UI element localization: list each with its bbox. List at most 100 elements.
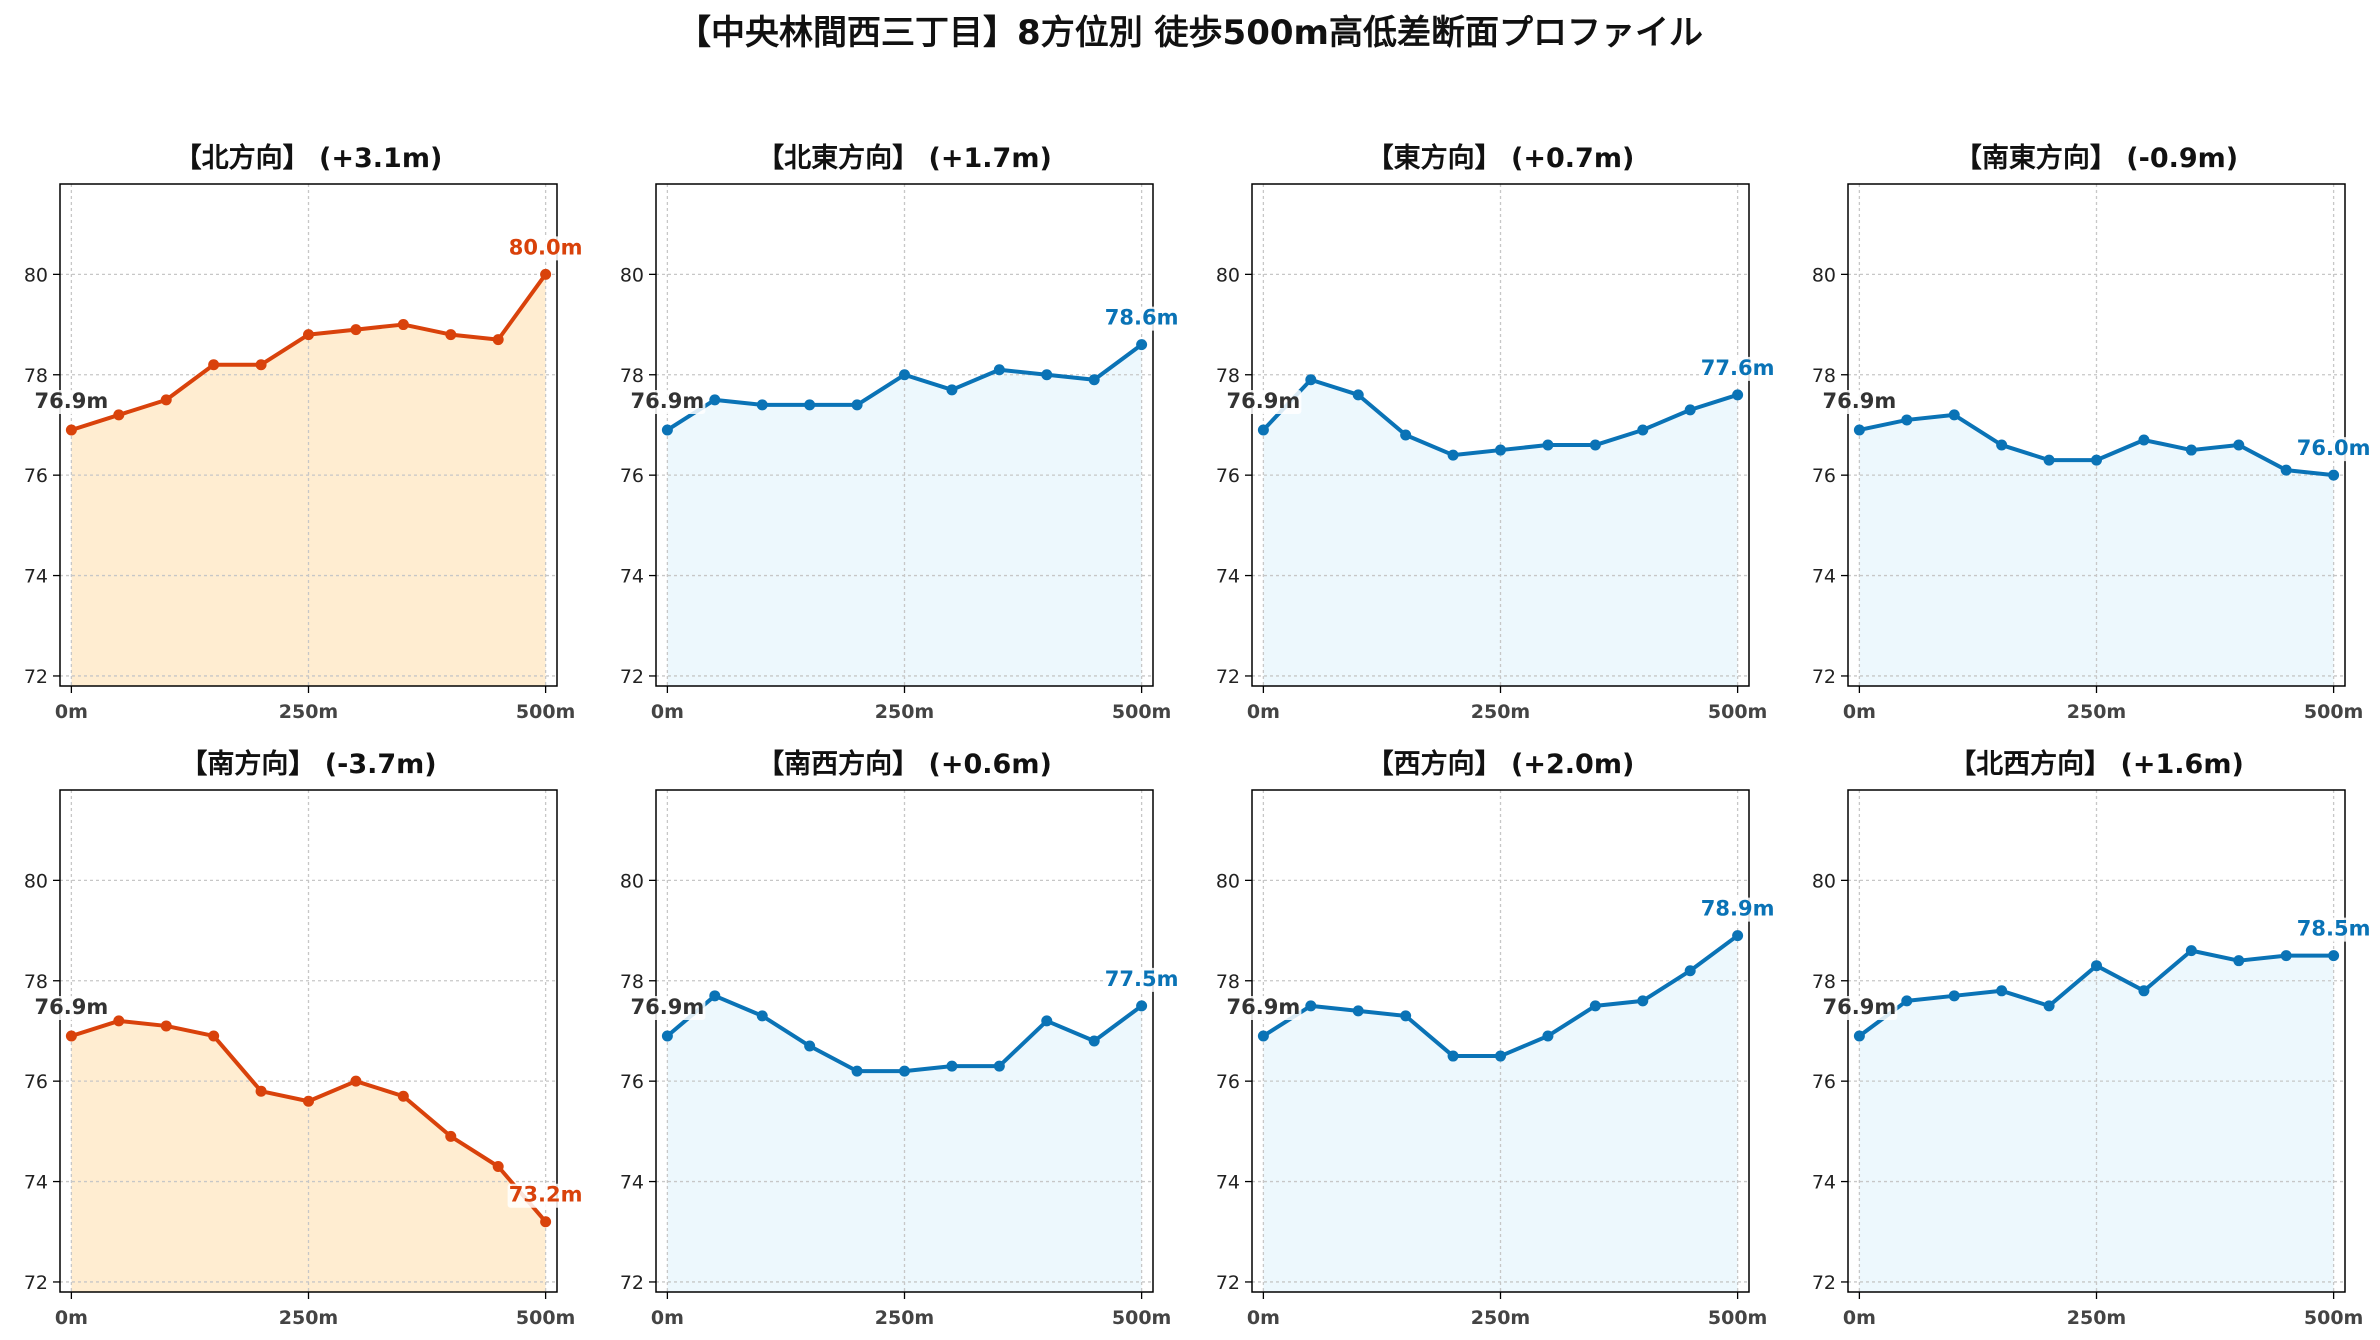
data-point (1901, 995, 1913, 1007)
data-point (2043, 454, 2055, 466)
x-tick-label: 250m (279, 1307, 338, 1329)
data-point (492, 334, 504, 346)
x-tick-label: 250m (279, 701, 338, 723)
chart-panel-3: 72 74 76 78 80 0m 250m 500m 【東方向】 (+0.7m) 76.9m 77… (1216, 142, 1776, 723)
y-tick-label: 78 (1812, 365, 1836, 387)
data-point (1996, 985, 2008, 997)
y-tick-label: 76 (24, 465, 48, 487)
data-point (1684, 965, 1696, 977)
x-tick-label: 250m (875, 1307, 934, 1329)
y-tick-label: 78 (620, 971, 644, 993)
x-tick-label: 500m (2304, 1307, 2363, 1329)
data-point (756, 1010, 768, 1022)
data-point (303, 1095, 314, 1107)
chart-panel-5: 72 74 76 78 80 0m 250m 500m 【南方向】 (-3.7m) 76.9m 73… (24, 748, 584, 1329)
y-tick-label: 72 (1216, 1272, 1240, 1294)
y-tick-label: 74 (1216, 566, 1240, 588)
end-elevation-label: 76.0m (2297, 436, 2371, 460)
x-tick-label: 250m (1471, 1307, 1530, 1329)
x-tick-label: 250m (2067, 701, 2126, 723)
y-tick-label: 74 (620, 1172, 644, 1194)
y-tick-label: 80 (620, 870, 644, 892)
y-tick-label: 76 (1216, 465, 1240, 487)
data-point (661, 424, 673, 436)
data-point (65, 424, 77, 436)
data-point (1684, 404, 1696, 416)
y-tick-label: 72 (1812, 1272, 1836, 1294)
data-point (303, 329, 314, 341)
y-tick-label: 74 (620, 566, 644, 588)
data-point (2138, 985, 2150, 997)
figure-title: 【中央林間西三丁目】8方位別 徒歩500m高低差断面プロファイル (677, 13, 1703, 53)
panel-title: 【南西方向】 (+0.6m) (757, 748, 1052, 780)
y-tick-label: 74 (24, 1172, 48, 1194)
data-point (1542, 439, 1554, 451)
y-tick-label: 78 (24, 365, 48, 387)
data-point (993, 1060, 1005, 1072)
end-elevation-label: 77.6m (1701, 356, 1775, 380)
start-label-bg (1821, 389, 1898, 414)
data-point (113, 409, 125, 421)
data-point (1732, 389, 1744, 401)
panel-title: 【北東方向】 (+1.7m) (757, 142, 1052, 174)
data-point (1495, 444, 1506, 456)
end-elevation-label: 78.6m (1105, 306, 1179, 330)
y-tick-label: 72 (620, 1272, 644, 1294)
data-point (492, 1161, 504, 1172)
data-point (1447, 449, 1459, 461)
start-label-bg (1225, 389, 1302, 414)
end-label-bg (1103, 967, 1180, 992)
start-elevation-label: 76.9m (1823, 389, 1897, 413)
chart-panel-2: 72 74 76 78 80 0m 250m 500m 【北東方向】 (+1.7m) 76.9m 7… (620, 142, 1180, 723)
y-tick-label: 78 (1216, 365, 1240, 387)
x-tick-label: 500m (516, 701, 575, 723)
end-label-bg (1103, 306, 1180, 331)
x-tick-label: 0m (55, 701, 88, 723)
panel-title: 【南方向】 (-3.7m) (180, 748, 436, 780)
x-tick-label: 250m (875, 701, 934, 723)
x-tick-label: 0m (651, 701, 684, 723)
profile-area (1263, 935, 1738, 1292)
chart-panel-6: 72 74 76 78 80 0m 250m 500m 【南西方向】 (+0.6m) 76.9m 7… (620, 748, 1180, 1329)
data-point (208, 359, 220, 371)
data-point (946, 384, 958, 396)
end-label-bg (1699, 356, 1776, 381)
start-label-bg (629, 995, 706, 1020)
data-point (1948, 990, 1960, 1002)
data-point (2233, 955, 2245, 967)
start-label-bg (1821, 995, 1898, 1020)
x-tick-label: 500m (1708, 701, 1767, 723)
start-elevation-label: 76.9m (1227, 389, 1301, 413)
data-point (1589, 439, 1601, 451)
data-point (350, 324, 362, 336)
data-point (160, 394, 172, 406)
data-point (1352, 389, 1364, 401)
panel-title: 【南東方向】 (-0.9m) (1955, 142, 2238, 174)
start-elevation-label: 76.9m (1823, 995, 1897, 1019)
y-tick-label: 72 (1812, 666, 1836, 688)
y-tick-label: 72 (1216, 666, 1240, 688)
end-elevation-label: 78.9m (1701, 897, 1775, 921)
data-point (397, 319, 409, 331)
data-point (851, 1065, 863, 1077)
data-point (160, 1020, 172, 1032)
data-point (2280, 950, 2292, 962)
data-point (1088, 374, 1100, 386)
x-tick-label: 0m (1247, 1307, 1280, 1329)
data-point (1305, 374, 1317, 386)
end-label-bg (507, 1183, 584, 1208)
data-point (1041, 1015, 1053, 1027)
data-point (1542, 1030, 1554, 1042)
x-tick-label: 500m (1112, 701, 1171, 723)
y-tick-label: 74 (1812, 566, 1836, 588)
y-tick-label: 78 (1216, 971, 1240, 993)
data-point (397, 1090, 409, 1102)
data-point (804, 1040, 816, 1052)
start-elevation-label: 76.9m (35, 389, 109, 413)
start-label-bg (629, 389, 706, 414)
data-point (2091, 454, 2102, 466)
profile-area (667, 995, 1142, 1292)
chart-panel-8: 72 74 76 78 80 0m 250m 500m 【北西方向】 (+1.6m) 76.9m 7… (1812, 748, 2372, 1329)
data-point (993, 364, 1005, 376)
